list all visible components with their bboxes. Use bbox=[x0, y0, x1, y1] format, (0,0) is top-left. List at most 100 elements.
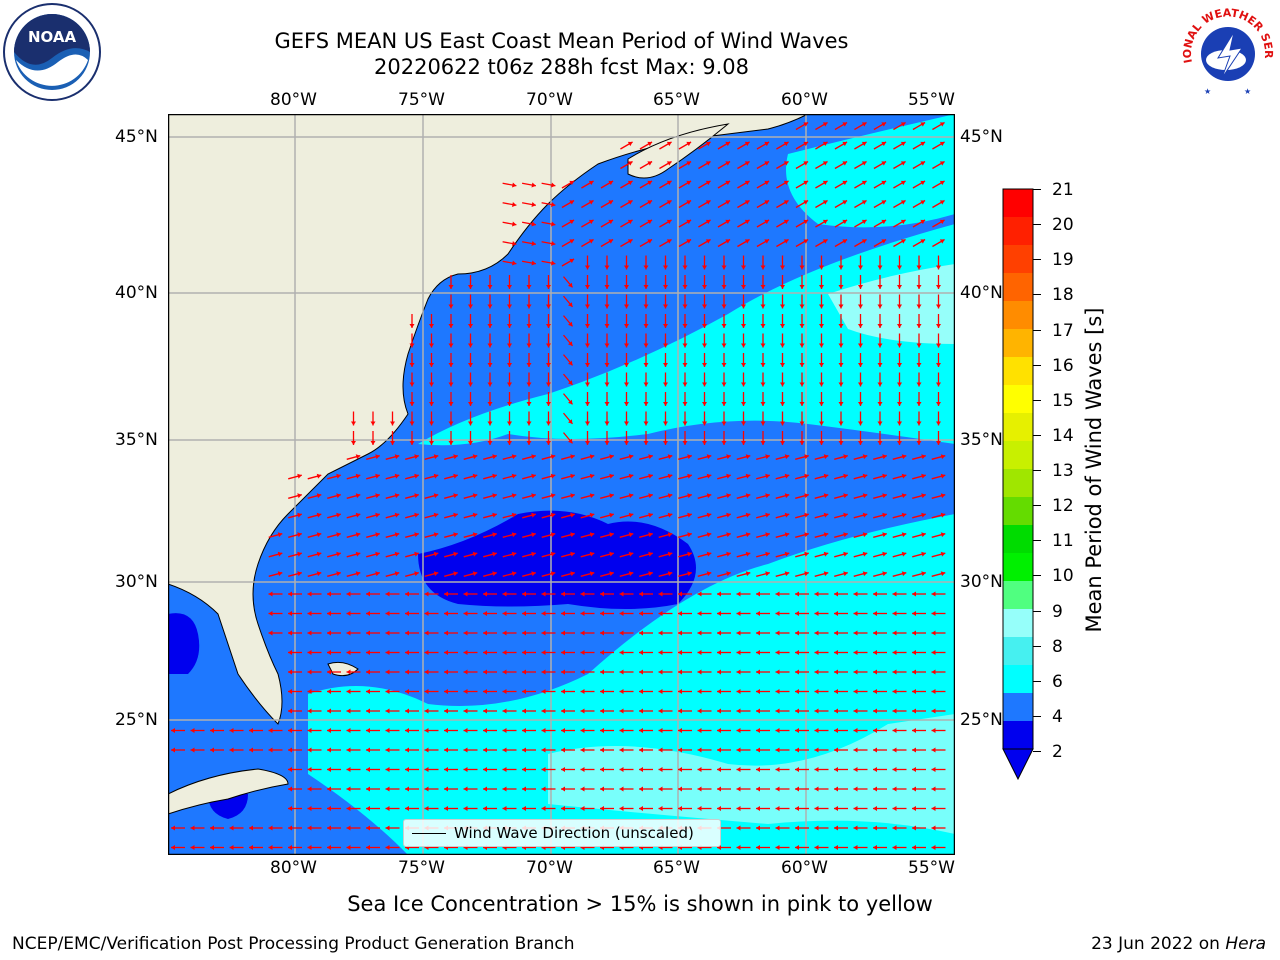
wind-wave-arrowhead bbox=[546, 304, 551, 309]
wind-wave-arrowhead bbox=[589, 493, 595, 499]
wind-wave-arrowhead bbox=[912, 669, 916, 675]
lat-label-left: 35°N bbox=[115, 430, 158, 450]
wind-wave-arrowhead bbox=[658, 591, 663, 597]
wind-wave-arrowhead bbox=[210, 728, 214, 733]
wind-wave-arrowhead bbox=[931, 786, 936, 792]
wind-wave-arrowhead bbox=[463, 728, 468, 733]
colorbar-tick-label: 10 bbox=[1052, 566, 1074, 587]
wind-wave-arrowhead bbox=[502, 630, 507, 636]
wind-wave-arrowhead bbox=[921, 454, 926, 460]
wind-wave-arrowhead bbox=[814, 708, 819, 714]
wind-wave-arrowhead bbox=[405, 630, 409, 636]
wind-wave-arrowhead bbox=[900, 141, 906, 147]
wind-wave-arrowhead bbox=[385, 786, 390, 792]
wind-wave-arrowhead bbox=[531, 532, 536, 538]
wind-wave-arrowhead bbox=[639, 689, 643, 694]
wind-wave-arrowhead bbox=[736, 708, 741, 714]
wind-wave-arrowhead bbox=[327, 806, 331, 811]
wind-wave-arrowhead bbox=[394, 551, 400, 557]
wind-wave-arrowhead bbox=[492, 473, 497, 479]
run-date: 23 Jun 2022 on Hera bbox=[1091, 933, 1266, 955]
colorbar-tick-mark bbox=[1033, 715, 1041, 717]
wind-wave-arrowhead bbox=[585, 363, 590, 367]
wind-wave-arrowhead bbox=[717, 728, 721, 733]
wind-wave-arrowhead bbox=[814, 611, 819, 616]
wind-wave-arrowhead bbox=[717, 845, 721, 850]
wind-wave-arrowhead bbox=[277, 551, 283, 557]
colorbar-tick-mark bbox=[1033, 224, 1041, 226]
wind-wave-arrowhead bbox=[585, 285, 590, 289]
wind-wave-arrowhead bbox=[756, 611, 760, 616]
wind-wave-arrowhead bbox=[487, 304, 493, 309]
wind-wave-arrowhead bbox=[784, 454, 790, 460]
wind-wave-arrowhead bbox=[862, 493, 868, 499]
wind-wave-arrows bbox=[171, 121, 946, 850]
wind-wave-arrowhead bbox=[346, 728, 351, 733]
wind-wave-arrowhead bbox=[745, 512, 751, 518]
wind-wave-arrowhead bbox=[897, 324, 902, 328]
wind-wave-arrowhead bbox=[531, 493, 536, 499]
wind-wave-arrowhead bbox=[936, 402, 941, 406]
wind-wave-arrowhead bbox=[795, 767, 799, 772]
wind-wave-arrowhead bbox=[444, 611, 448, 616]
wind-wave-arrowhead bbox=[775, 708, 780, 714]
wind-wave-arrowhead bbox=[853, 767, 858, 772]
colorbar-tick-mark bbox=[1033, 680, 1041, 682]
wind-wave-arrowhead bbox=[853, 825, 858, 831]
wind-wave-arrowhead bbox=[741, 285, 746, 289]
wind-wave-arrowhead bbox=[210, 845, 214, 850]
wind-wave-arrowhead bbox=[444, 806, 448, 811]
wind-wave-arrowhead bbox=[444, 669, 448, 675]
wind-wave-arrowhead bbox=[819, 304, 824, 309]
land-cuba bbox=[168, 768, 289, 815]
wind-wave-arrowhead bbox=[628, 493, 634, 499]
lon-label-bottom: 65°W bbox=[653, 858, 700, 878]
wind-wave-arrowhead bbox=[861, 141, 867, 147]
wind-wave-arrowhead bbox=[784, 473, 790, 479]
wind-wave-arrowhead bbox=[687, 551, 692, 557]
wind-wave-arrowhead bbox=[658, 767, 663, 772]
wind-wave-arrowhead bbox=[526, 402, 532, 406]
wind-wave-arrowhead bbox=[639, 669, 643, 675]
colorbar-segment bbox=[1003, 525, 1033, 554]
lat-label-left: 45°N bbox=[115, 127, 158, 147]
wind-wave-arrowhead bbox=[882, 473, 887, 479]
wind-wave-arrowhead bbox=[721, 304, 727, 309]
wind-wave-arrowhead bbox=[882, 493, 887, 499]
wind-wave-arrowhead bbox=[658, 611, 663, 616]
wind-wave-arrowhead bbox=[940, 512, 946, 518]
wind-wave-arrowhead bbox=[912, 786, 916, 792]
wind-wave-arrowhead bbox=[249, 747, 253, 753]
wind-wave-arrowhead bbox=[931, 611, 936, 616]
wind-wave-arrowhead bbox=[375, 571, 380, 577]
wind-wave-arrowhead bbox=[580, 767, 585, 772]
wind-wave-arrowhead bbox=[619, 767, 624, 772]
lon-label-top: 55°W bbox=[908, 90, 955, 110]
wind-wave-arrowhead bbox=[920, 219, 926, 225]
wind-wave-arrowhead bbox=[507, 382, 512, 387]
wind-wave-arrowhead bbox=[721, 285, 727, 289]
wind-wave-arrowhead bbox=[666, 239, 672, 244]
wind-wave-arrowhead bbox=[268, 591, 273, 597]
wind-wave-arrowhead bbox=[936, 441, 941, 445]
wind-wave-arrowhead bbox=[589, 532, 595, 538]
wind-wave-arrowhead bbox=[721, 402, 727, 406]
colorbar-tick-mark bbox=[1033, 540, 1041, 542]
wind-wave-arrowhead bbox=[842, 180, 848, 186]
wind-wave-arrowhead bbox=[588, 200, 594, 205]
wind-wave-arrowhead bbox=[424, 728, 429, 733]
wind-wave-arrowhead bbox=[682, 324, 688, 328]
wind-wave-arrowhead bbox=[414, 454, 419, 460]
wind-wave-arrowhead bbox=[483, 767, 487, 772]
wind-wave-arrowhead bbox=[385, 806, 390, 811]
wind-wave-arrowhead bbox=[721, 382, 727, 387]
wind-wave-arrowhead bbox=[409, 343, 415, 348]
wind-wave-arrowhead bbox=[702, 343, 707, 348]
wind-wave-arrowhead bbox=[608, 200, 614, 205]
wind-wave-arrowhead bbox=[366, 767, 370, 772]
wind-wave-arrowhead bbox=[843, 551, 848, 557]
wind-wave-arrowhead bbox=[819, 324, 824, 328]
wind-wave-arrowhead bbox=[502, 669, 507, 675]
wind-wave-arrowhead bbox=[756, 747, 760, 753]
wind-wave-arrowhead bbox=[647, 180, 653, 186]
